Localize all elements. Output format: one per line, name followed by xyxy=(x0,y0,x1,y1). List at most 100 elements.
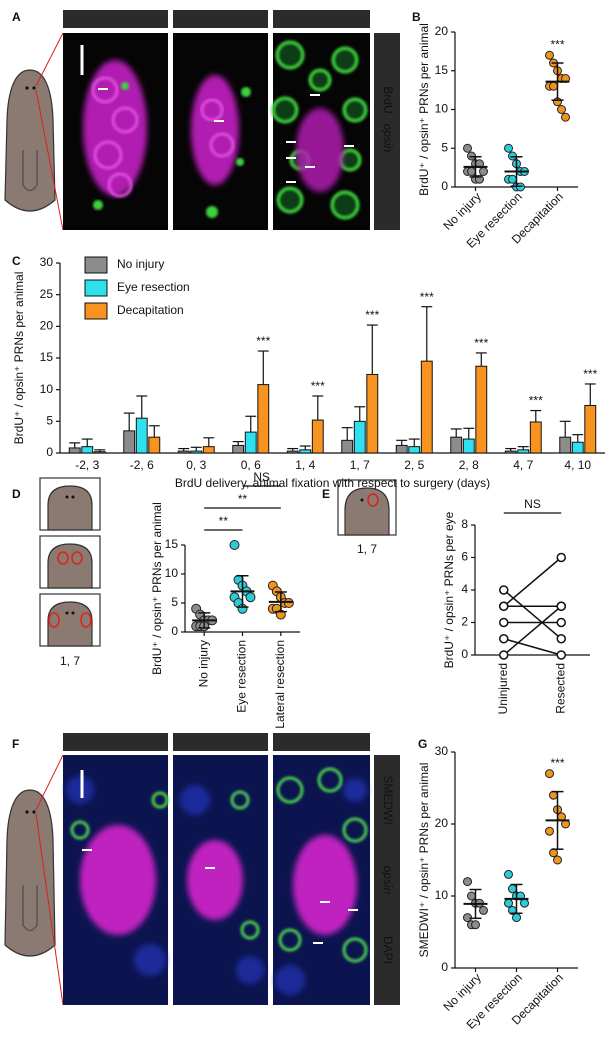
data-point xyxy=(245,592,256,603)
panel-label: G xyxy=(418,737,427,751)
data-point xyxy=(467,167,476,176)
y-tick-label: 0 xyxy=(171,624,178,638)
data-point xyxy=(556,634,566,644)
y-tick-label: 2 xyxy=(461,615,468,629)
significance-label: *** xyxy=(550,37,564,51)
data-point xyxy=(463,877,472,887)
y-tick-label: 0 xyxy=(441,960,448,974)
pair-line xyxy=(503,556,562,607)
significance-label: *** xyxy=(420,290,434,304)
data-point xyxy=(467,151,476,161)
data-point xyxy=(520,898,529,908)
y-tick-label: 15 xyxy=(40,350,54,364)
significance-label: *** xyxy=(474,336,488,350)
bar xyxy=(517,449,530,454)
channel-label: DAPI xyxy=(381,936,395,964)
timepoint-label: 1, 7 xyxy=(357,542,377,556)
comparison-label: ** xyxy=(219,514,229,528)
bar xyxy=(257,384,270,454)
y-tick-label: 10 xyxy=(435,888,449,902)
bar xyxy=(353,420,366,454)
data-point xyxy=(557,105,566,114)
data-point xyxy=(545,50,554,60)
y-tick-label: 10 xyxy=(165,566,179,580)
panel-a-images xyxy=(4,10,400,231)
significance-label: *** xyxy=(583,367,597,381)
panel-label: E xyxy=(322,487,330,501)
y-tick-label: 0 xyxy=(46,445,53,459)
panel-f-images xyxy=(4,733,400,1006)
significance-label: *** xyxy=(365,308,379,322)
data-point xyxy=(499,601,509,611)
x-tick-label: 0, 3 xyxy=(186,458,206,472)
data-point xyxy=(549,81,558,91)
data-point xyxy=(553,855,562,865)
bar xyxy=(135,417,148,454)
bar xyxy=(81,446,94,454)
panel-label: A xyxy=(12,10,21,24)
y-axis-label: BrdU⁺ / opsin⁺ PRNs per eye xyxy=(442,511,456,668)
data-point xyxy=(545,769,554,779)
data-point xyxy=(549,848,558,858)
bar xyxy=(232,444,245,454)
x-tick-label: 1, 4 xyxy=(295,458,315,472)
bar xyxy=(286,450,299,454)
x-tick-label: -2, 6 xyxy=(130,458,154,472)
bar xyxy=(244,431,257,454)
y-tick-label: 6 xyxy=(461,550,468,564)
significance-label: *** xyxy=(529,394,543,408)
timepoint-label: 1, 7 xyxy=(60,654,80,668)
data-point xyxy=(508,174,517,184)
data-point xyxy=(504,898,513,908)
legend-swatch xyxy=(84,279,108,297)
data-point xyxy=(471,920,480,930)
bar xyxy=(504,450,517,454)
y-tick-label: 30 xyxy=(40,255,54,269)
data-point xyxy=(283,598,294,608)
data-point xyxy=(545,826,554,836)
significance-label: *** xyxy=(550,756,564,770)
legend-swatch xyxy=(84,256,108,274)
data-point xyxy=(499,585,509,595)
data-point xyxy=(499,617,509,628)
x-axis-label: BrdU delivery, animal fixation with resp… xyxy=(175,476,490,490)
legend-label: Eye resection xyxy=(117,280,190,294)
y-axis-label: BrdU⁺ / opsin⁺ PRNs per animal xyxy=(150,502,164,675)
x-tick-label: No injury xyxy=(196,640,210,687)
y-tick-label: 15 xyxy=(165,537,179,551)
data-point xyxy=(549,790,558,800)
data-point xyxy=(512,913,521,923)
x-tick-label: 4, 10 xyxy=(564,458,591,472)
bar xyxy=(93,451,106,454)
y-axis-label: BrdU⁺ / opsin⁺ PRNs per animal xyxy=(12,272,26,445)
y-tick-label: 0 xyxy=(461,647,468,661)
panel-d-e-drawings xyxy=(39,477,397,647)
data-point xyxy=(479,905,488,915)
bar xyxy=(475,365,488,454)
x-tick-label: 1, 7 xyxy=(350,458,370,472)
legend-label: Decapitation xyxy=(117,303,184,317)
comparison-label: ** xyxy=(238,492,248,506)
data-point xyxy=(504,869,513,879)
x-tick-label: Uninjured xyxy=(496,663,510,714)
y-tick-label: 20 xyxy=(435,816,449,830)
bar xyxy=(584,405,597,454)
bar xyxy=(68,447,81,454)
data-point xyxy=(556,552,566,563)
data-point xyxy=(508,151,517,161)
panel-label: C xyxy=(12,254,21,268)
comparison-label: NS xyxy=(253,470,270,484)
x-tick-label: 2, 8 xyxy=(459,458,479,472)
legend-label: No injury xyxy=(117,257,164,271)
x-tick-label: Eye resection xyxy=(235,640,249,713)
data-point xyxy=(463,143,472,153)
bar xyxy=(559,436,572,454)
y-tick-label: 15 xyxy=(435,63,449,77)
data-point xyxy=(504,143,513,153)
y-tick-label: 4 xyxy=(461,582,468,596)
bar xyxy=(123,430,136,454)
x-tick-label: 0, 6 xyxy=(241,458,261,472)
bar xyxy=(462,438,475,454)
significance-label: *** xyxy=(311,379,325,393)
